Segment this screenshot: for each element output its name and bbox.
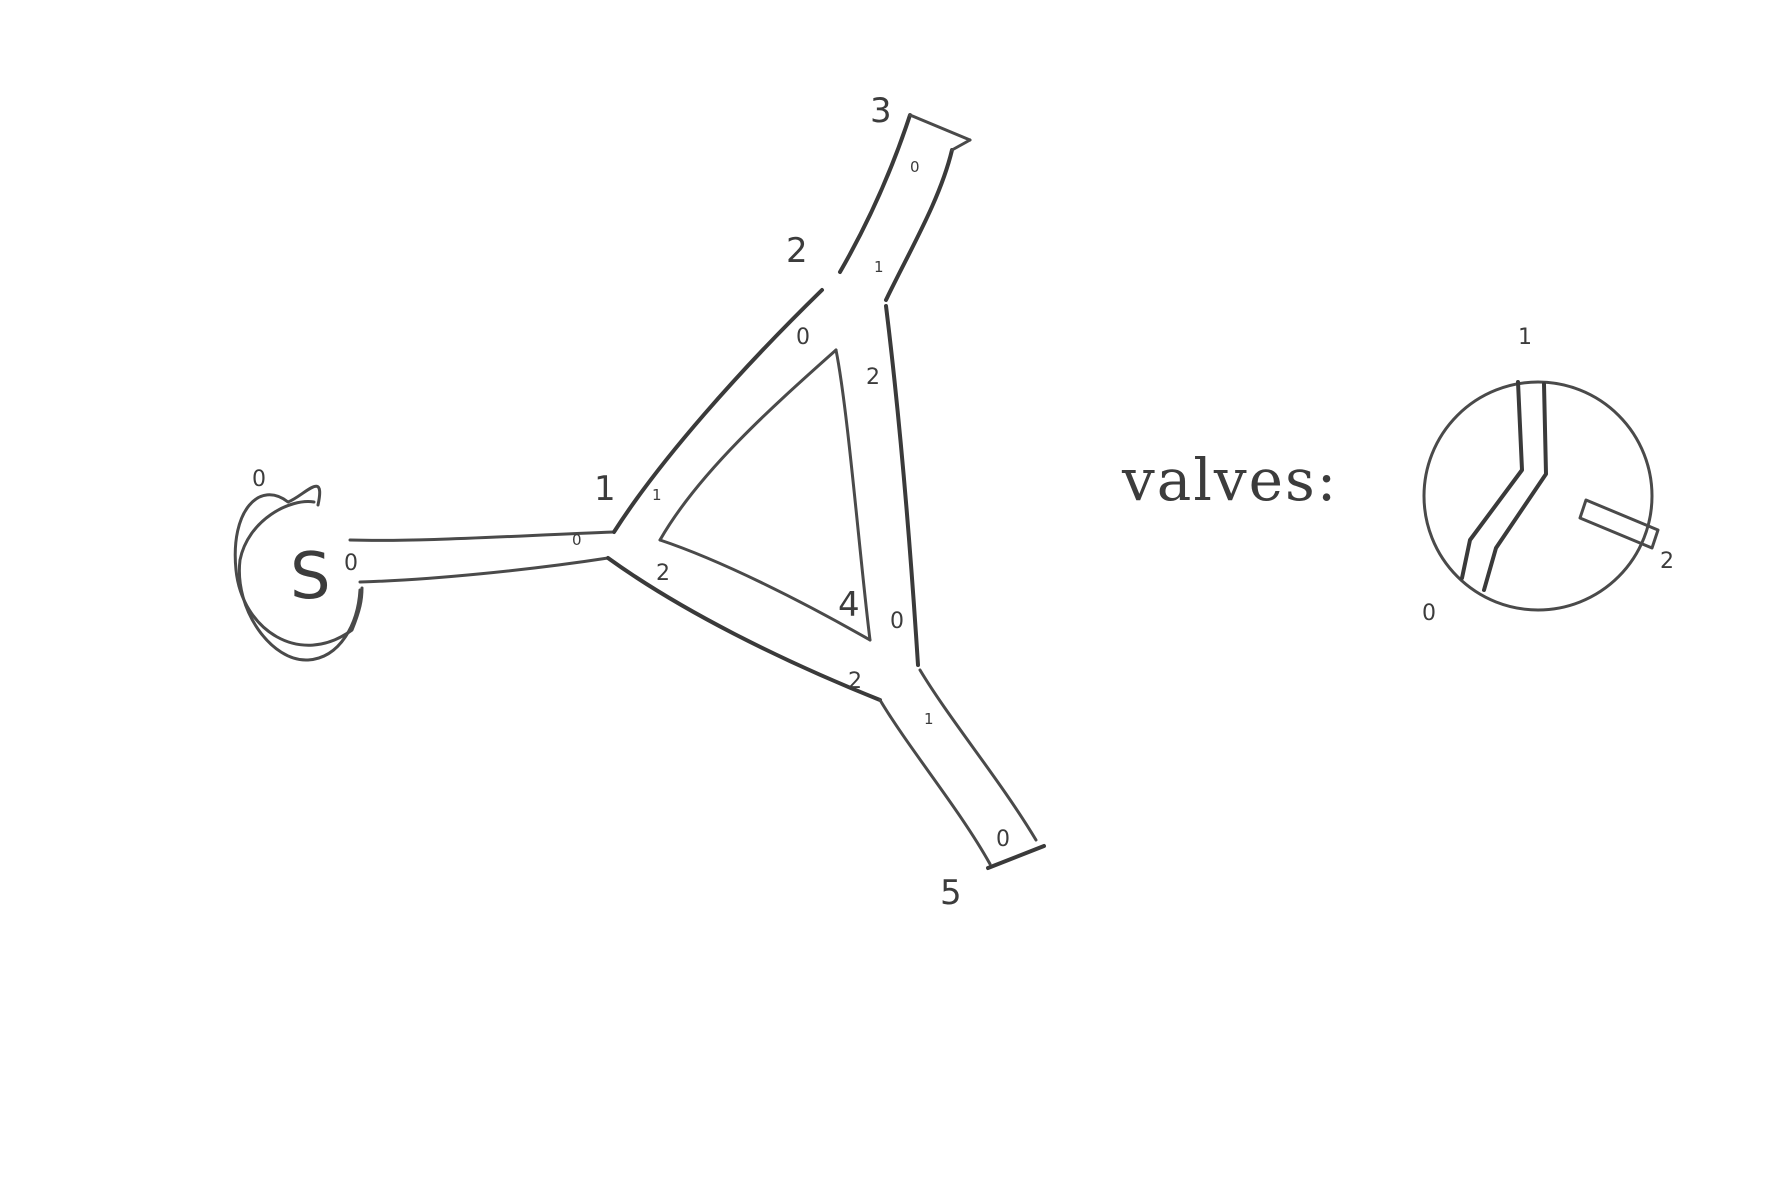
- junction-left-port-0: 0: [572, 531, 582, 549]
- valve-port-right-label: 2: [1660, 549, 1674, 574]
- junction-bottom-node-label: 4: [838, 585, 860, 625]
- junction-bottom-port-2: 2: [848, 669, 862, 694]
- valve-port-bottom-left-label: 0: [1422, 601, 1436, 626]
- junction-bottom-port-1: 1: [924, 710, 934, 728]
- junction-top-port-1: 1: [874, 258, 884, 276]
- valve-port-top-label: 1: [1518, 325, 1532, 350]
- source-label: S: [290, 540, 331, 614]
- junction-bottom-port-0: 0: [890, 609, 904, 634]
- junction-left-node-label: 1: [594, 469, 616, 509]
- source-top-label: 0: [252, 467, 266, 492]
- outlet-top-port-label: 0: [910, 158, 920, 176]
- pipe-outlet-top: [838, 113, 972, 302]
- junction-top-port-0: 0: [796, 325, 810, 350]
- source-port-label: 0: [344, 551, 358, 576]
- outlet-bottom-port-label: 0: [996, 827, 1010, 852]
- outlet-top-node-label: 3: [870, 91, 892, 131]
- source-reservoir: S 0 0: [233, 467, 364, 662]
- pipe-source-to-junction: [348, 530, 616, 584]
- junction-left-port-1: 1: [652, 486, 662, 504]
- pipe-left-to-top: [612, 288, 872, 642]
- valve-icon: [1422, 380, 1660, 612]
- junction-left-port-2: 2: [656, 561, 670, 586]
- valves-legend: valves: 1 2 0: [1121, 325, 1674, 626]
- junction-top-node-label: 2: [786, 231, 808, 271]
- valves-legend-title: valves:: [1121, 446, 1338, 514]
- pipe-top-to-bottom: [884, 304, 920, 667]
- pipe-left-to-bottom: [606, 556, 882, 702]
- junction-top-port-2: 2: [866, 365, 880, 390]
- pipe-outlet-bottom: [878, 668, 1046, 870]
- outlet-bottom-node-label: 5: [940, 873, 962, 913]
